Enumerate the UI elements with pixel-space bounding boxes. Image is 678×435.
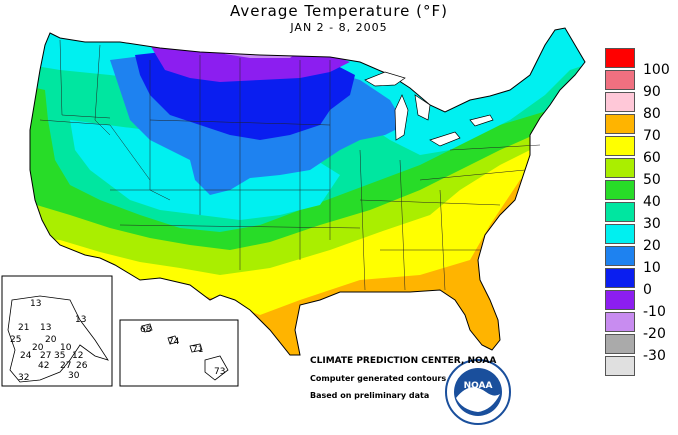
alaska-value: 27 bbox=[40, 351, 51, 361]
noaa-logo: NOAA bbox=[445, 359, 511, 425]
legend-label: 80 bbox=[643, 106, 661, 122]
legend-label: 50 bbox=[643, 172, 661, 188]
alaska-value: 12 bbox=[72, 351, 83, 361]
legend-label: 90 bbox=[643, 84, 661, 100]
alaska-value: 13 bbox=[30, 299, 41, 309]
legend-swatch bbox=[605, 290, 635, 310]
alaska-value: 21 bbox=[18, 323, 29, 333]
legend-swatch bbox=[605, 48, 635, 68]
hawaii-value: 71 bbox=[192, 345, 203, 355]
alaska-value: 32 bbox=[18, 373, 29, 383]
alaska-value: 25 bbox=[10, 335, 21, 345]
credit-line-1: CLIMATE PREDICTION CENTER, NOAA bbox=[310, 356, 497, 366]
credit-line-2: Computer generated contours bbox=[310, 374, 447, 383]
legend-label: 10 bbox=[643, 260, 661, 276]
alaska-value: 13 bbox=[75, 315, 86, 325]
legend-swatch bbox=[605, 334, 635, 354]
legend-swatch bbox=[605, 224, 635, 244]
map-title: Average Temperature (°F) bbox=[230, 2, 448, 20]
legend-swatch bbox=[605, 114, 635, 134]
legend-swatch bbox=[605, 70, 635, 90]
legend-swatch bbox=[605, 136, 635, 156]
hawaii-value: 74 bbox=[168, 337, 180, 347]
station-values: 13 21 13 13 20 25 10 20 24 27 35 12 42 2… bbox=[10, 299, 225, 383]
us-outline bbox=[29, 27, 586, 356]
legend-swatch bbox=[605, 268, 635, 288]
hawaii-value: 73 bbox=[214, 367, 225, 377]
legend-label: 20 bbox=[643, 238, 661, 254]
legend-swatch bbox=[605, 246, 635, 266]
legend-label: -10 bbox=[643, 304, 666, 320]
legend-label: 0 bbox=[643, 282, 652, 298]
alaska-value: 20 bbox=[45, 335, 57, 345]
alaska-value: 13 bbox=[40, 323, 51, 333]
alaska-value: 42 bbox=[38, 361, 49, 371]
legend-swatch bbox=[605, 92, 635, 112]
alaska-value: 27 bbox=[60, 361, 71, 371]
alaska-value: 20 bbox=[32, 343, 44, 353]
date-range: JAN 2 - 8, 2005 bbox=[290, 21, 388, 34]
legend-swatch bbox=[605, 158, 635, 178]
hawaii-inset bbox=[119, 319, 239, 387]
hawaii-value: 68 bbox=[140, 325, 152, 335]
legend-swatch bbox=[605, 312, 635, 332]
legend-label: 70 bbox=[643, 128, 661, 144]
great-lakes bbox=[364, 71, 494, 147]
alaska-value: 35 bbox=[54, 351, 65, 361]
noaa-logo-text: NOAA bbox=[464, 381, 493, 391]
state-borders bbox=[39, 39, 541, 291]
legend-label: -20 bbox=[643, 326, 666, 342]
alaska-value: 26 bbox=[76, 361, 88, 371]
legend-label: 60 bbox=[643, 150, 661, 166]
legend-swatch bbox=[605, 356, 635, 376]
legend-swatch bbox=[605, 202, 635, 222]
legend-swatch bbox=[605, 180, 635, 200]
alaska-value: 30 bbox=[68, 371, 80, 381]
credit-line-3: Based on preliminary data bbox=[310, 391, 430, 400]
legend-label: 30 bbox=[643, 216, 661, 232]
legend-label: 40 bbox=[643, 194, 661, 210]
alaska-inset bbox=[1, 275, 113, 387]
alaska-value: 10 bbox=[60, 343, 72, 353]
legend-label: -30 bbox=[643, 348, 666, 364]
legend-label: 100 bbox=[643, 62, 670, 78]
alaska-value: 24 bbox=[20, 351, 32, 361]
